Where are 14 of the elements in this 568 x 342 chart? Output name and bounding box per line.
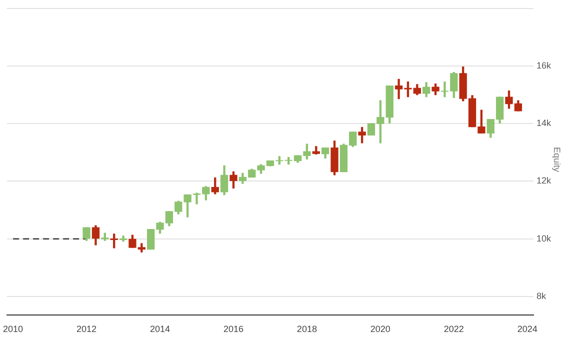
y-tick-label: 8k [536, 290, 546, 301]
y-tick-label: 12k [536, 176, 552, 186]
x-tick-label: 2016 [223, 324, 244, 334]
y-tick-label: 10k [536, 233, 552, 244]
x-tick-label: 2020 [370, 324, 390, 334]
x-tick-label: 2024 [517, 324, 538, 334]
x-tick-label: 2014 [150, 324, 170, 334]
x-tick-label: 2012 [76, 324, 97, 334]
y-tick-label: 14k [536, 118, 552, 128]
y-axis-title: Equity [552, 147, 562, 172]
x-tick-label: 2018 [296, 324, 317, 334]
x-tick-label: 2022 [444, 324, 464, 334]
y-tick-label: 16k [536, 60, 552, 70]
x-tick-label: 2010 [3, 324, 24, 334]
